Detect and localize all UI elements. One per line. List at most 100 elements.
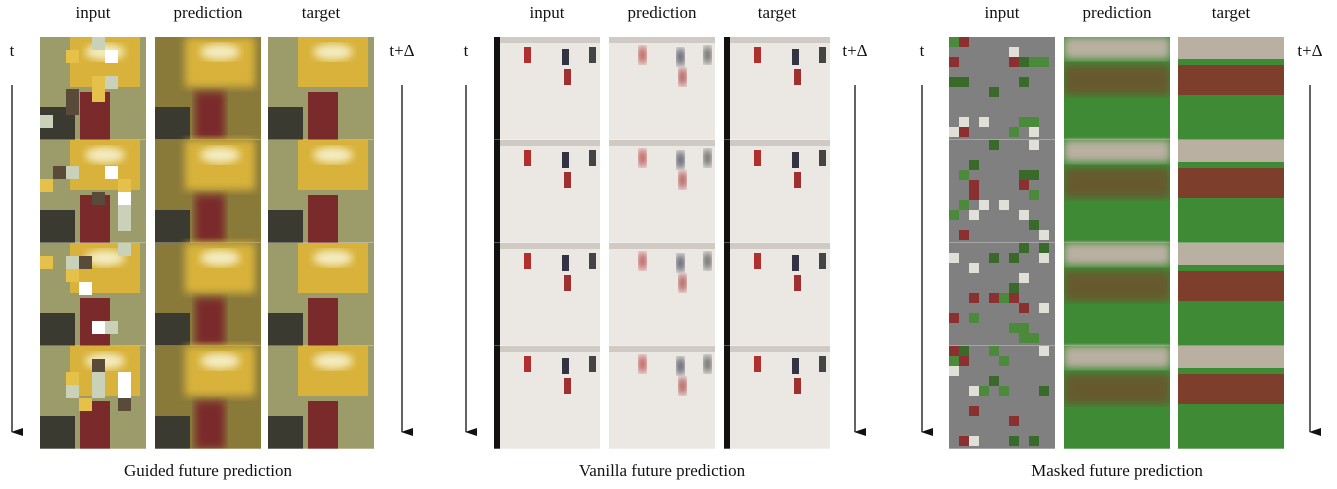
black-bar [494, 346, 500, 449]
column-header: target [302, 3, 341, 22]
patch [66, 166, 79, 179]
player [589, 150, 596, 166]
patch [1029, 127, 1039, 137]
player [754, 47, 761, 63]
patch [1009, 436, 1019, 446]
patch [1009, 127, 1019, 137]
patch [959, 200, 969, 210]
patch [949, 127, 959, 137]
patch [1039, 253, 1049, 263]
patch [969, 263, 979, 273]
patch [105, 76, 118, 89]
image-column [609, 37, 715, 449]
caption: Guided future prediction [124, 461, 293, 480]
caption: Vanilla future prediction [579, 461, 746, 480]
patch [949, 253, 959, 263]
patch [1039, 303, 1049, 313]
end-label: t+Δ [842, 41, 867, 60]
stands [1064, 140, 1170, 162]
patch [989, 376, 999, 386]
patch [969, 190, 979, 200]
patch [40, 179, 53, 192]
patch [949, 346, 959, 356]
patch [989, 253, 999, 263]
patch [969, 436, 979, 446]
patch [118, 218, 131, 231]
patch [1019, 273, 1029, 283]
patch [66, 256, 79, 269]
player [564, 172, 571, 188]
boards [494, 346, 600, 352]
stands [1178, 140, 1284, 162]
player [792, 358, 799, 374]
player [564, 378, 571, 394]
patch [949, 366, 959, 376]
patch [1039, 57, 1049, 67]
player [704, 150, 711, 166]
patch [959, 230, 969, 240]
patch [959, 117, 969, 127]
stands [1064, 37, 1170, 59]
patch [959, 170, 969, 180]
frame [724, 346, 830, 449]
patch [79, 282, 92, 295]
patch [105, 50, 118, 63]
black-bar [494, 37, 500, 140]
patch [959, 436, 969, 446]
stands [1178, 37, 1284, 59]
boards [609, 140, 715, 146]
patch [1039, 386, 1049, 396]
shadow [268, 313, 303, 346]
patch [66, 372, 79, 385]
patch [92, 372, 105, 385]
boards [609, 37, 715, 43]
patch [118, 398, 131, 411]
player [819, 253, 826, 269]
frame [494, 140, 600, 243]
patch [118, 192, 131, 205]
crowd [1178, 168, 1284, 198]
end-label: t+Δ [1297, 41, 1322, 60]
patch [1019, 77, 1029, 87]
column-header: target [1212, 3, 1251, 22]
player [679, 378, 686, 394]
column-header: input [985, 3, 1020, 22]
shadow [40, 210, 75, 243]
crowd [1064, 271, 1170, 301]
patch [66, 89, 79, 102]
patch [959, 346, 969, 356]
patch [1029, 117, 1039, 127]
boards [494, 37, 600, 43]
caption: Masked future prediction [1031, 461, 1203, 480]
frame [609, 37, 715, 140]
column-header: prediction [628, 3, 697, 22]
patch [949, 57, 959, 67]
frame [724, 37, 830, 140]
panel: inputpredictiontargettt+ΔVanilla future … [464, 3, 868, 480]
player [704, 253, 711, 269]
patch [1019, 57, 1029, 67]
black-bar [724, 346, 730, 449]
black-bar [494, 243, 500, 346]
boards [724, 346, 830, 352]
frame [724, 140, 830, 243]
boards [494, 243, 600, 249]
patch [969, 406, 979, 416]
boards [609, 346, 715, 352]
start-label: t [920, 41, 925, 60]
lamp [313, 353, 353, 369]
patch [1039, 243, 1049, 253]
player [639, 47, 646, 63]
column-header: prediction [1083, 3, 1152, 22]
image-column [494, 37, 600, 449]
patch [105, 321, 118, 334]
lamp [313, 147, 353, 163]
patch [66, 269, 79, 282]
patch [1029, 333, 1039, 343]
patch [969, 210, 979, 220]
patch [1009, 253, 1019, 263]
figure: input prediction target t t+Δ Guided future p… [0, 0, 1337, 489]
patch [1009, 47, 1019, 57]
player [562, 152, 569, 168]
stands [1178, 346, 1284, 368]
